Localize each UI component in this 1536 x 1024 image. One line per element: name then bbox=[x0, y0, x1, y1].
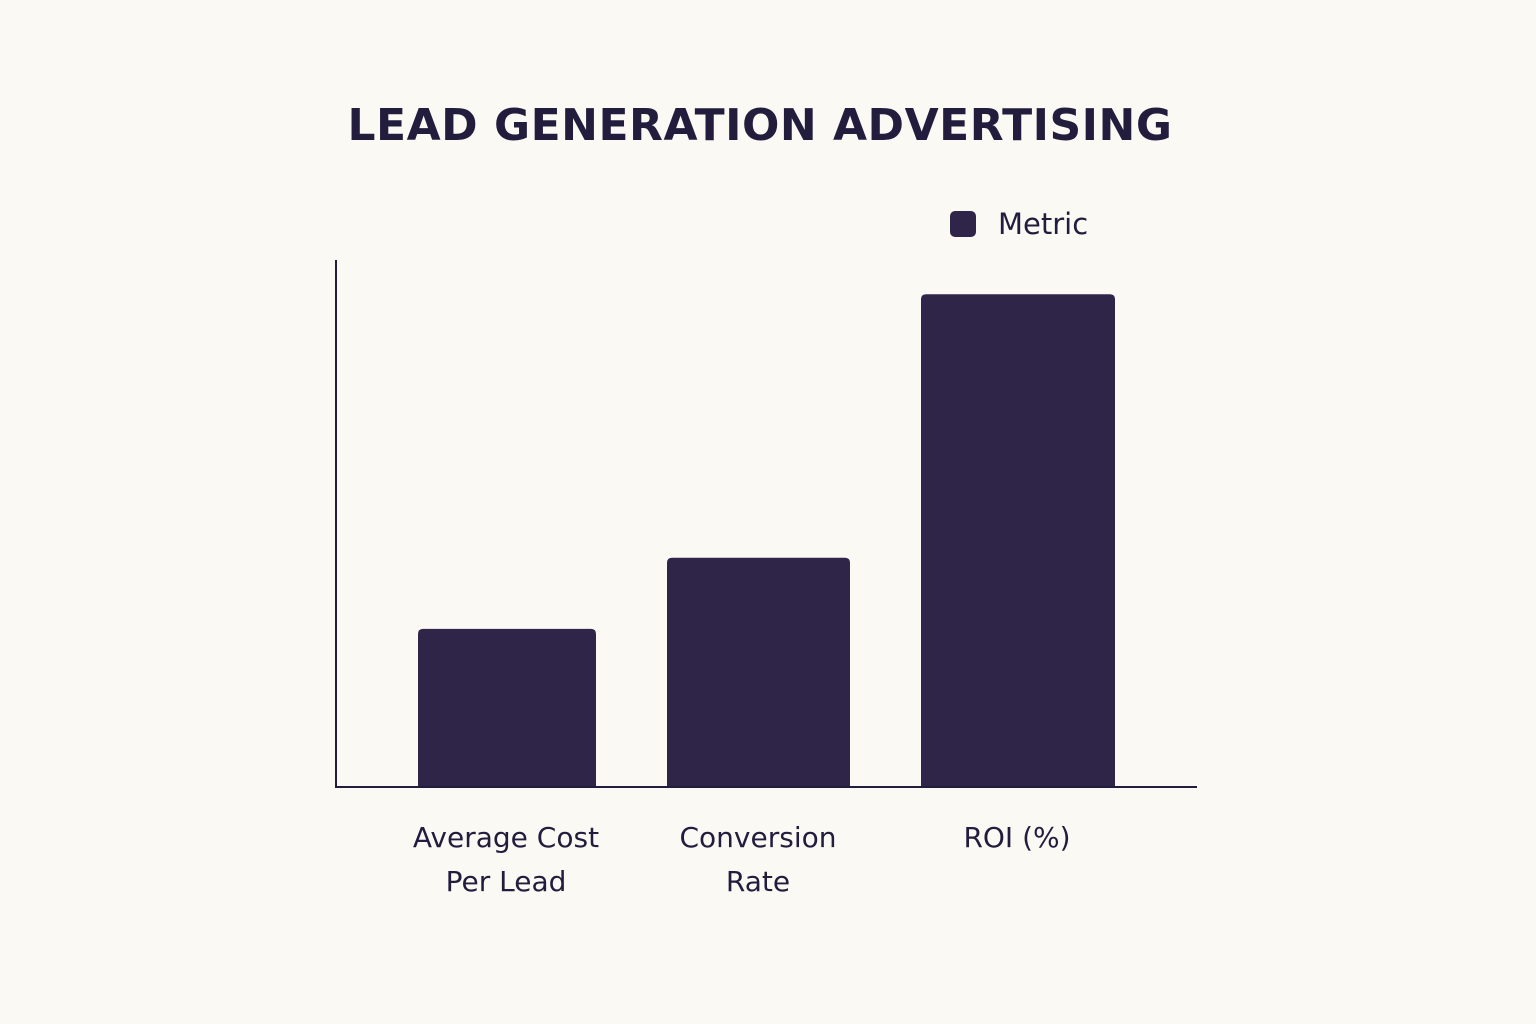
bar-conversion-rate bbox=[667, 557, 850, 787]
bars-group bbox=[418, 294, 1115, 787]
x-tick-label-roi: ROI (%) bbox=[963, 821, 1071, 854]
chart-title: LEAD GENERATION ADVERTISING bbox=[347, 100, 1173, 151]
bar-roi bbox=[921, 294, 1115, 787]
legend-swatch bbox=[950, 211, 976, 237]
legend: Metric bbox=[950, 207, 1089, 241]
x-tick-label-conversion-rate: Conversion Rate bbox=[679, 821, 837, 898]
x-tick-label-average-cost-per-lead: Average Cost Per Lead bbox=[412, 821, 600, 898]
legend-label: Metric bbox=[998, 207, 1089, 241]
bar-average-cost-per-lead bbox=[418, 628, 596, 787]
